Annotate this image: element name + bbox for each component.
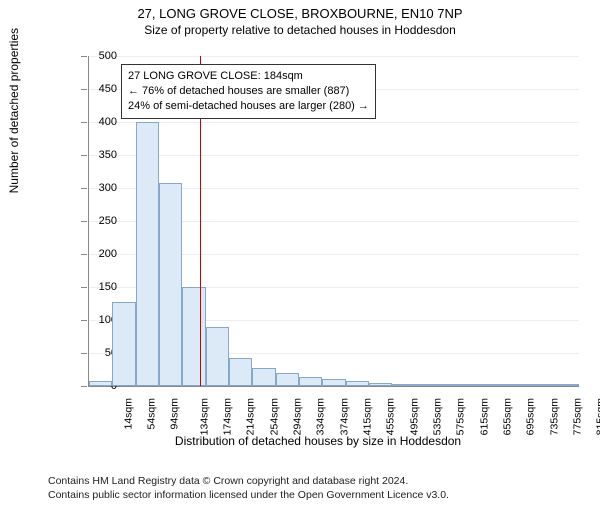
- footer-line-1: Contains HM Land Registry data © Crown c…: [48, 474, 449, 488]
- x-tick-label: 615sqm: [478, 398, 490, 435]
- annotation-box: 27 LONG GROVE CLOSE: 184sqm← 76% of deta…: [121, 64, 376, 119]
- histogram-bar: [369, 383, 392, 386]
- y-axis-label: Number of detached properties: [7, 28, 21, 193]
- chart-area: Number of detached properties 0501001502…: [58, 56, 578, 416]
- histogram-bar: [229, 358, 252, 386]
- y-tick-label: 350: [77, 149, 117, 161]
- histogram-bar: [322, 379, 345, 386]
- x-tick-label: 655sqm: [501, 398, 513, 435]
- histogram-bar: [509, 384, 532, 386]
- histogram-bar: [392, 384, 415, 386]
- x-tick-label: 455sqm: [385, 398, 397, 435]
- y-tick-label: 150: [77, 281, 117, 293]
- x-tick-label: 695sqm: [525, 398, 537, 435]
- x-tick-label: 94sqm: [169, 398, 181, 430]
- y-tick-label: 300: [77, 182, 117, 194]
- annotation-line-1: 27 LONG GROVE CLOSE: 184sqm: [128, 69, 369, 84]
- x-tick-label: 134sqm: [198, 398, 210, 435]
- y-tick-label: 200: [77, 248, 117, 260]
- histogram-bar: [206, 327, 229, 386]
- footer-text: Contains HM Land Registry data © Crown c…: [48, 474, 449, 502]
- histogram-bar: [462, 384, 485, 386]
- histogram-bar: [416, 384, 439, 386]
- x-tick-label: 575sqm: [455, 398, 467, 435]
- x-tick-label: 334sqm: [315, 398, 327, 435]
- x-tick-label: 174sqm: [221, 398, 233, 435]
- histogram-bar: [346, 381, 369, 386]
- gridline: [89, 56, 579, 57]
- histogram-bar: [532, 384, 555, 386]
- x-tick-label: 535sqm: [431, 398, 443, 435]
- y-tick-label: 100: [77, 314, 117, 326]
- y-tick-label: 500: [77, 50, 117, 62]
- annotation-line-3: 24% of semi-detached houses are larger (…: [128, 99, 369, 114]
- y-tick-label: 50: [77, 347, 117, 359]
- x-tick-label: 14sqm: [122, 398, 134, 430]
- y-tick-label: 250: [77, 215, 117, 227]
- histogram-bar: [252, 368, 275, 386]
- x-tick-label: 254sqm: [268, 398, 280, 435]
- histogram-bar: [486, 384, 509, 386]
- chart-container: 27, LONG GROVE CLOSE, BROXBOURNE, EN10 7…: [0, 6, 600, 506]
- x-tick-label: 294sqm: [291, 398, 303, 435]
- x-tick-label: 735sqm: [548, 398, 560, 435]
- histogram-bar: [89, 381, 112, 386]
- x-tick-label: 495sqm: [408, 398, 420, 435]
- chart-title: 27, LONG GROVE CLOSE, BROXBOURNE, EN10 7…: [0, 6, 600, 21]
- histogram-bar: [556, 384, 579, 386]
- histogram-bar: [136, 122, 159, 386]
- gridline: [89, 155, 579, 156]
- histogram-bar: [276, 373, 299, 386]
- x-tick-label: 415sqm: [361, 398, 373, 435]
- y-tick-label: 450: [77, 83, 117, 95]
- histogram-bar: [112, 302, 135, 386]
- x-tick-label: 54sqm: [146, 398, 158, 430]
- histogram-bar: [159, 183, 182, 386]
- histogram-bar: [182, 287, 205, 386]
- histogram-bar: [299, 377, 322, 386]
- x-tick-label: 775sqm: [571, 398, 583, 435]
- gridline: [89, 122, 579, 123]
- x-tick-label: 374sqm: [338, 398, 350, 435]
- y-tick-label: 400: [77, 116, 117, 128]
- histogram-bar: [439, 384, 462, 386]
- chart-subtitle: Size of property relative to detached ho…: [0, 23, 600, 37]
- x-axis-label: Distribution of detached houses by size …: [58, 434, 578, 448]
- annotation-line-2: ← 76% of detached houses are smaller (88…: [128, 84, 369, 99]
- plot-area: 05010015020025030035040045050014sqm54sqm…: [88, 56, 579, 387]
- x-tick-label: 214sqm: [245, 398, 257, 435]
- x-tick-label: 815sqm: [595, 398, 600, 435]
